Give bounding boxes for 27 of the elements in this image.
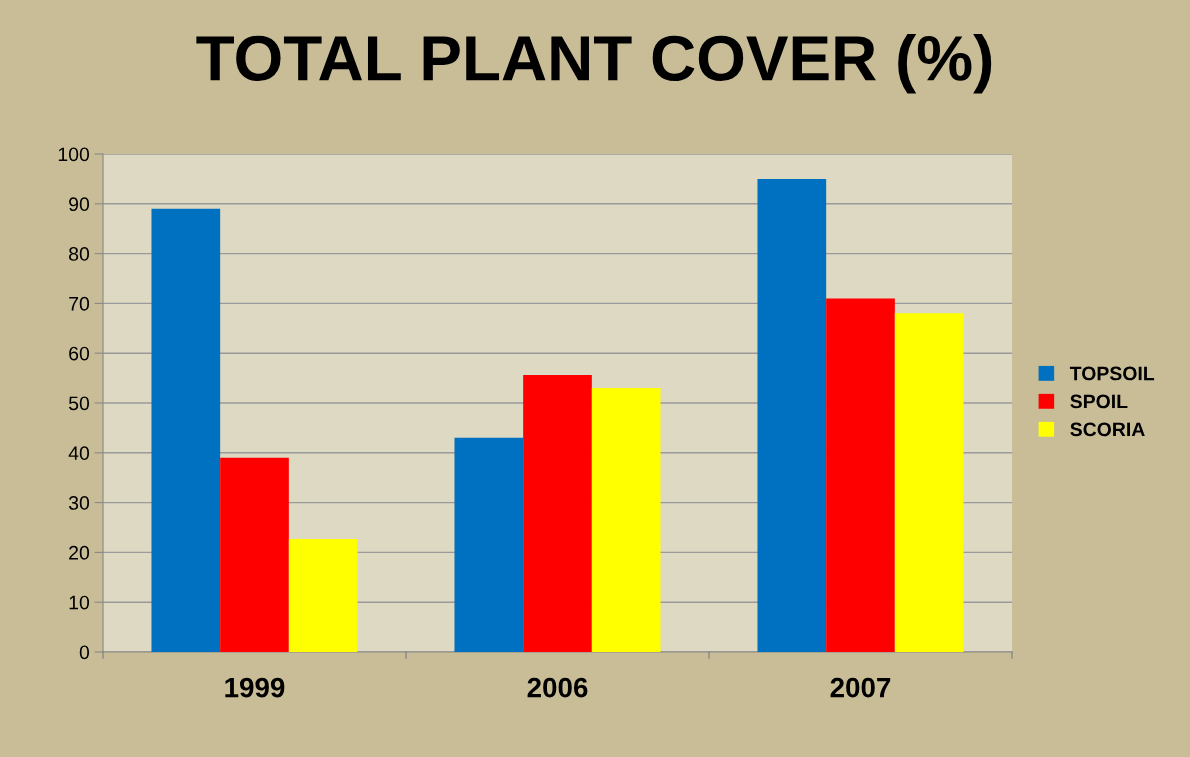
bar [151,208,221,652]
bar [894,313,964,652]
bar [826,298,895,652]
bar [523,375,592,652]
legend-label: SPOIL [1070,394,1128,409]
x-tick-label: 1999 [225,677,285,698]
bar [220,457,289,652]
y-tick-label: 0 [79,645,90,660]
y-tick-label: 90 [69,197,90,212]
legend-label: TOPSOIL [1069,366,1155,381]
y-tick-label: 30 [68,496,90,510]
bar [454,437,524,652]
y-tick-label: 70 [69,296,90,311]
legend-label: SCORIA [1070,422,1145,437]
x-tick-label: 2006 [527,677,588,698]
y-tick-label: 20 [69,545,90,560]
bar [591,388,661,652]
y-tick-label: 10 [69,595,90,610]
y-tick-label: 40 [68,446,90,461]
bar [757,178,827,652]
y-tick-label: 50 [68,396,90,411]
y-tick-label: 80 [69,247,90,261]
bar [288,538,358,652]
x-tick-label: 2007 [830,677,891,698]
chart-title: TOTAL PLANT COVER (%) [196,34,992,94]
y-tick-label: 100 [58,147,90,162]
y-tick-label: 60 [69,346,90,361]
